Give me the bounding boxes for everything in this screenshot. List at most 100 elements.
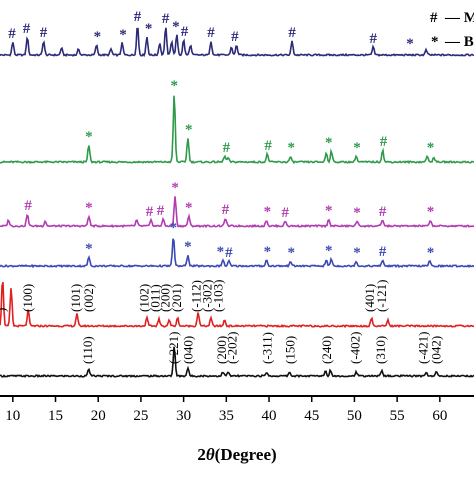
peak-marker-blue-10: * — [427, 245, 435, 261]
hkl-label-black-1: (-221) — [166, 332, 181, 365]
x-tick-label-30: 30 — [176, 408, 191, 424]
hkl-label-red-2: (101) — [68, 284, 83, 312]
xrd-pattern-top — [0, 27, 474, 58]
hkl-label-red-4: (102) — [136, 284, 151, 312]
hkl-label-black-7: (240) — [319, 336, 334, 364]
peak-marker-top-12: # — [288, 25, 296, 41]
peak-marker-magenta-7: * — [264, 204, 272, 220]
peak-marker-green-0: * — [85, 129, 93, 145]
x-tick-label-55: 55 — [390, 408, 405, 424]
x-tick-label-35: 35 — [219, 408, 234, 424]
peak-marker-top-10: # — [207, 25, 215, 41]
peak-marker-magenta-4: * — [171, 180, 179, 196]
peak-marker-green-6: * — [325, 135, 333, 151]
hkl-label-red-1: (100) — [20, 284, 35, 312]
peak-marker-top-13: # — [369, 31, 377, 47]
peak-marker-top-8: * — [172, 19, 180, 35]
hkl-label-red-5: (011) — [147, 284, 162, 312]
x-axis-label-two: 2 — [197, 445, 206, 464]
x-tick-label-15: 15 — [48, 408, 63, 424]
hkl-label-black-10: (-421) — [416, 332, 431, 365]
peak-marker-blue-7: * — [325, 243, 333, 259]
hkl-label-black-0: (110) — [80, 336, 95, 364]
x-axis-ticks: 10 15 20 25 30 35 40 45 50 55 60 — [5, 396, 447, 424]
peak-marker-green-3: # — [223, 140, 231, 156]
x-axis-label: 2θ(Degree) — [197, 445, 276, 464]
hkl-label-black-5: (-311) — [259, 332, 274, 364]
peak-marker-blue-1: * — [170, 220, 178, 236]
legend-biv-label: — BiV — [444, 34, 474, 50]
hkl-label-black-4: (-202) — [224, 332, 239, 365]
legend-star-symbol: * — [431, 34, 439, 50]
peak-marker-top-1: # — [23, 21, 31, 37]
peak-marker-green-5: * — [287, 140, 295, 156]
hkl-label-red-7: (201) — [169, 284, 184, 312]
hkl-label-red-3: (002) — [81, 284, 96, 312]
hkl-label-black-2: (040) — [181, 336, 196, 364]
peak-marker-magenta-12: * — [427, 204, 435, 220]
xrd-pattern-green — [0, 95, 474, 165]
x-tick-label-45: 45 — [304, 408, 319, 424]
hkl-label-red-11: (401) — [362, 284, 377, 312]
peak-marker-magenta-6: # — [222, 202, 230, 218]
peak-marker-magenta-11: # — [379, 204, 387, 220]
xrd-pattern-red — [0, 282, 474, 329]
xrd-pattern-magenta — [0, 196, 474, 229]
hkl-label-black-9: (310) — [373, 336, 388, 364]
diffraction-patterns — [0, 27, 474, 379]
x-tick-label-50: 50 — [347, 408, 362, 424]
peak-marker-top-6: * — [145, 21, 153, 37]
hkl-label-black-3: (200) — [214, 336, 229, 364]
x-tick-label-10: 10 — [5, 408, 20, 424]
hkl-label-black-8: (-402) — [347, 332, 362, 365]
peak-marker-green-1: * — [170, 78, 178, 94]
peak-marker-blue-0: * — [85, 241, 93, 257]
peak-marker-top-5: # — [134, 9, 142, 25]
peak-marker-magenta-5: * — [185, 200, 193, 216]
peak-marker-top-14: * — [406, 36, 414, 52]
x-tick-label-20: 20 — [91, 408, 106, 424]
legend-mn-label: — Mn — [444, 10, 474, 26]
peak-marker-green-2: * — [185, 122, 193, 138]
hkl-label-red-9: (-302) — [200, 280, 215, 313]
peak-marker-blue-9: # — [379, 244, 387, 260]
peak-marker-green-4: # — [264, 138, 272, 154]
peak-marker-blue-2: * — [184, 239, 192, 255]
peak-marker-blue-3: * — [217, 244, 225, 260]
x-axis: 10 15 20 25 30 35 40 45 50 55 60 2θ(Degree) — [0, 395, 474, 464]
legend-hash-symbol: # — [430, 10, 438, 26]
peak-marker-top-7: # — [162, 11, 170, 27]
hkl-label-red-0: ) — [0, 308, 9, 312]
xrd-pattern-black — [0, 346, 474, 379]
x-axis-label-theta: θ — [206, 445, 215, 464]
legend: # — Mn * — BiV — [430, 10, 474, 50]
peak-marker-green-7: * — [353, 140, 361, 156]
peak-marker-blue-6: * — [287, 245, 295, 261]
peak-marker-top-4: * — [119, 27, 127, 43]
peak-marker-green-9: * — [427, 140, 435, 156]
peak-marker-magenta-2: # — [146, 204, 154, 220]
miller-index-labels: ) (100) (101)(002) (102)(011) (200) (201) (-11… — [0, 280, 443, 365]
hkl-label-red-12: (-121) — [374, 280, 389, 313]
hkl-label-black-6: (150) — [282, 336, 297, 364]
xrd-pattern-blue — [0, 238, 474, 269]
peak-marker-blue-4: # — [225, 245, 233, 261]
peak-marker-magenta-1: * — [85, 200, 93, 216]
peak-marker-top-0: # — [8, 26, 16, 42]
peak-marker-magenta-0: # — [24, 198, 32, 214]
peak-marker-top-11: # — [231, 29, 239, 45]
x-tick-label-25: 25 — [133, 408, 148, 424]
peak-marker-magenta-9: * — [325, 203, 333, 219]
hkl-label-red-8: (-112) — [188, 280, 203, 312]
peak-marker-top-3: * — [94, 29, 102, 45]
peak-marker-green-8: # — [380, 134, 388, 150]
peak-marker-magenta-3: # — [157, 203, 165, 219]
peak-marker-magenta-10: * — [353, 205, 361, 221]
x-tick-label-40: 40 — [262, 408, 277, 424]
peak-markers: # # # * *#*# * # # # # # ****# # * * * # *# * # #** # * # * * # ***… — [8, 9, 434, 261]
x-tick-label-60: 60 — [432, 408, 447, 424]
peak-marker-blue-5: * — [264, 244, 272, 260]
peak-marker-blue-8: * — [353, 245, 361, 261]
